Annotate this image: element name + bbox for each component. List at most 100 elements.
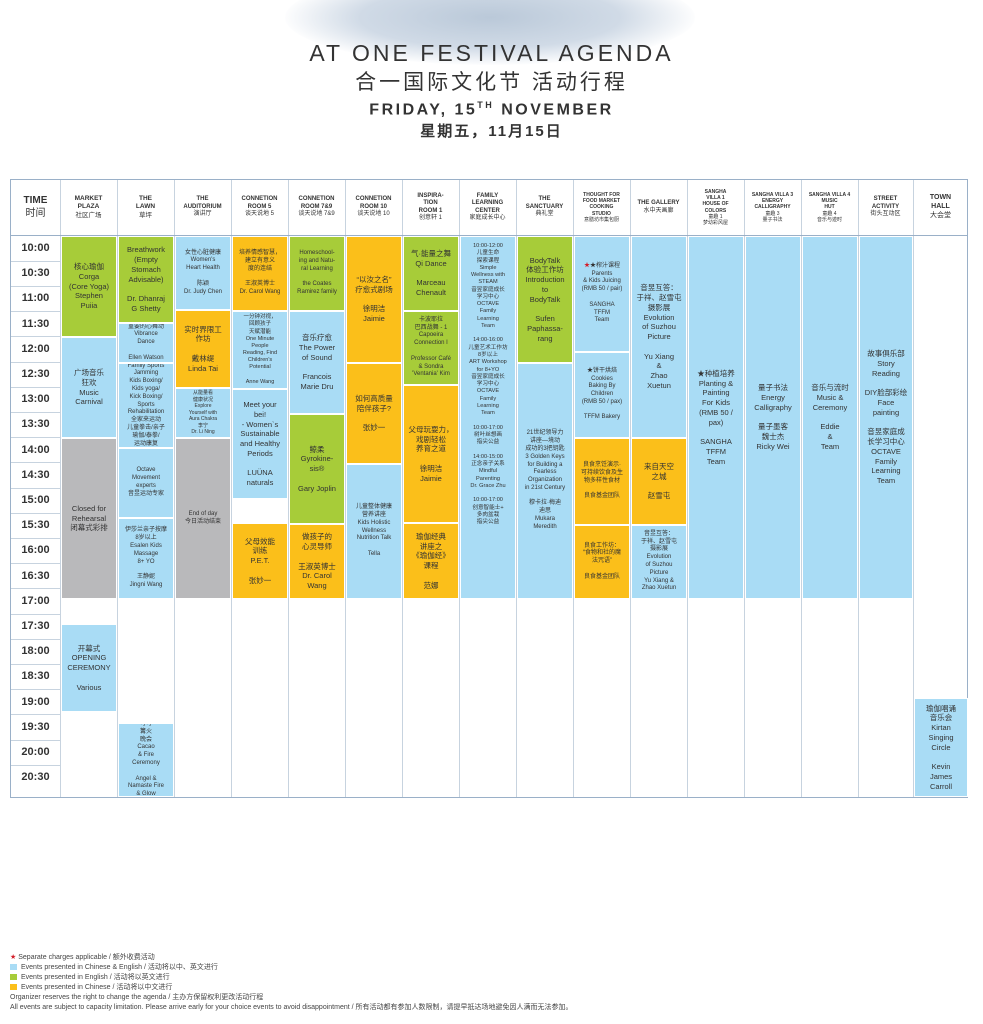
event-suzhou-picture-2[interactable]: 音昱互答： 于祥、赵雪屯 摄影展 Evolution of Suzhou Pic… [631,525,687,599]
event-quality-companionship[interactable]: 如何高质量 陪伴孩子? 张妙一 [346,363,402,464]
event-linda-tai[interactable]: 实时界限工 作坊 戴林缇 Linda Tai [175,310,231,388]
event-bodytalk[interactable]: BodyTalk 体验工作坊 Introduction to BodyTalk … [517,236,573,363]
event-heart-mentor[interactable]: 做孩子的 心灵导师 王淑英博士 Dr. Carol Wang [289,524,345,599]
time-label: 14:00 [21,444,50,456]
column-header-gallery: THE GALLERY 水中天画廊 [637,200,680,214]
time-label: 13:30 [21,418,50,430]
time-column-header: TIME 时间 [11,180,60,235]
organizer-note: Organizer reserves the right to change t… [10,994,264,1001]
event-pet-training[interactable]: 父母效能 训练 P.E.T. 张妙一 [232,523,288,599]
event-womens-heart[interactable]: 女性心脏健康 Women's Heart Health 陈颖 Dr. Judy … [175,236,231,310]
event-cookies-baking[interactable]: ★饼干烘焙 Cookies Baking By Children (RMB 50… [574,352,630,438]
event-gyrokinesis[interactable]: 鲸柔 Gyrokine- sis® Gary Joplin [289,414,345,524]
event-music-ceremony[interactable]: 音乐与流时 Music & Ceremony Eddie & Team [802,236,858,599]
star-icon: ★ [10,954,19,961]
time-label: 17:30 [21,620,50,632]
event-kids-massage[interactable]: 伊莎兰亲子按摩 8岁以上 Esalen Kids Massage 8+ YO 王… [118,518,174,599]
event-opening-ceremony[interactable]: 开幕式 OPENING CEREMONY Various [61,624,117,712]
time-label: 12:30 [21,368,50,380]
time-label: 13:00 [21,393,50,405]
event-family-learning[interactable]: 10:00-12:00 儿童生命 探索课程 Simple Wellness wi… [460,236,516,599]
event-energy-calligraphy[interactable]: 量子书法 Energy Calligraphy 量子墨客 魏士杰 Ricky W… [745,236,801,599]
event-corga[interactable]: 核心瑜伽 Corga (Core Yoga) Stephen Puiia [61,236,117,337]
event-kirtan[interactable]: 瑜伽唱诵 音乐会 Kirtan Singing Circle Kevin Jam… [914,698,968,797]
time-label: 14:30 [21,469,50,481]
event-planting-painting[interactable]: ★种植培养 Planting & Painting For Kids (RMB … [688,236,744,599]
event-emotional-wisdom[interactable]: 培养情感智慧， 建立有意义 度的连结 王淑英博士 Dr. Carol Wang [232,236,288,311]
column-header-villa-1: SANGHA VILLA 1 HOUSE OF COLORS 童趣 1 梦幼彩风屋 [702,188,729,226]
event-cacao-fire[interactable]: 可可 篝火 晚会 Cacao & Fire Ceremony Angel & N… [118,723,174,797]
page-title-en: AT ONE FESTIVAL AGENDA [309,40,674,66]
event-parents-play[interactable]: 父母玩耍力， 戏剧轻松 养育之道 徐明洁 Jaimie [403,385,459,523]
time-label: 15:00 [21,494,50,506]
event-parents-kids-juicing[interactable]: ★★榨汁课程 Parents & Kids Juicing (RMB 50 / … [574,236,630,352]
event-vibrance-dance[interactable]: 重要的心舞动 Vibrance Dance Ellen Watson [118,323,174,363]
event-drama-therapy[interactable]: “以汝之名” 疗愈式剧场 徐明洁 Jaimie [346,236,402,363]
event-golden-keys[interactable]: 21世纪领导力 讲座—境动 成功的3把钥匙 3 Golden Keys for … [517,363,573,599]
agenda-grid: TIME 时间 MARKET PLAZA 社区广场 THE LAWN 草坪 THE … [10,179,968,798]
capacity-note: All events are subject to capacity limit… [10,1004,573,1011]
event-one-minute-reading[interactable]: 一分钟对视， 回顾孩子 天赋潜能 One Minute People Readi… [232,311,288,389]
column-header-room-10: CONNETION ROOM 10 谈天说地 10 [355,196,392,218]
column-header-inspiration-room: INSPIRA- TION ROOM 1 创意轩 1 [417,192,444,222]
time-label: 20:30 [21,771,50,783]
page-title-zh: 合一国际文化节 活动行程 [355,71,628,94]
time-label: 10:30 [21,267,50,279]
column-header-food-studio: THOUGHT FOR FOOD MARKET COOKING STUDIO 意膳… [582,191,621,223]
date-zh: 星期五，11月15日 [420,123,563,140]
time-label: 12:00 [21,343,50,355]
column-header-market-plaza: MARKET PLAZA 社区广场 [74,195,103,219]
column-header-villa-3: SANGHA VILLA 3 ENERGY CALLIGRAPHY 童趣 3 量子… [751,191,794,223]
time-label: 20:00 [21,746,50,758]
time-label: 18:00 [21,645,50,657]
legend-separate-charges: ★ Separate charges applicable / 额外收费活动 [10,954,155,961]
event-sky-city[interactable]: 来自天空 之城 赵雪屯 [631,438,687,525]
legend-chinese-english: Events presented in Chinese & English / … [10,962,218,972]
event-meet-your-beil[interactable]: Meet your bei! - Women`s Sustainable and… [232,389,288,499]
event-yoga-sutra[interactable]: 瑜伽经典 讲座之 《瑜伽经》 课程 范娜 [403,523,459,599]
time-label: 19:30 [21,721,50,733]
blue-swatch-icon [10,964,17,971]
time-label: 11:30 [21,318,50,330]
yellow-swatch-icon [10,984,17,991]
column-header-lawn: THE LAWN 草坪 [135,195,156,219]
column-header-sanctuary: THE SANCTUARY 典礼堂 [525,196,564,218]
column-header-room-5: CONNETION ROOM 5 谈天说地 5 [241,196,278,218]
event-capoeira[interactable]: 卡波耶拉 巴西战舞 - 1 Capoeira Connection I Prof… [403,311,459,385]
time-header-zh: 时间 [25,207,46,219]
event-breathwork[interactable]: Breathwork (Empty Stomach Advisable) Dr.… [118,236,174,323]
event-octave-movement[interactable]: Octave Movement experts 音昱运动专家 [118,448,174,518]
event-family-sports[interactable]: Family Sports Jamming Kids Boxing/ Kids … [118,363,174,448]
event-homeschooling[interactable]: Homeschool- ing and Natu- ral Learning t… [289,236,345,311]
time-label: 17:00 [21,595,50,607]
event-end-of-day: End of day 今日活动结束 [175,438,231,599]
event-closed-rehearsal: Closed for Rehearsal 闭幕式彩排 [61,438,117,599]
time-header-en: TIME [23,195,48,206]
event-good-food-workshop[interactable]: 良食工作坊： “食物和社的魔 法咒语” 良食基金团队 [574,525,630,599]
time-label: 11:00 [21,292,50,304]
event-good-food-demo[interactable]: 良食烹饪演示· 可持续饮食及生 物多样性食材 良食基金团队 [574,438,630,525]
event-aura-chakra[interactable]: 从能量看 健康状况 Explore Yourself with Aura Cha… [175,388,231,438]
event-suzhou-picture[interactable]: 音昱互答： 于祥、赵雪屯 摄影展 Evolution of Suzhou Pic… [631,236,687,438]
time-label: 10:00 [21,242,50,254]
time-label: 19:00 [21,696,50,708]
legend-chinese: Events presented in Chinese / 活动将以中文进行 [10,982,172,992]
time-label: 16:00 [21,544,50,556]
time-label: 15:30 [21,519,50,531]
event-power-of-sound[interactable]: 音乐疗愈 The Power of Sound Francois Marie D… [289,311,345,414]
column-header-room-7-9: CONNETION ROOM 7&9 谈天说地 7&9 [298,196,335,218]
event-qi-dance[interactable]: 气·能量之舞 Qi Dance Marceau Chenault [403,236,459,311]
event-street-activities[interactable]: 故事俱乐部 Story Reading DIY脸部彩绘 Face paintin… [859,236,913,599]
column-header-family-learning: FAMILY LEARNING CENTER 家庭成长中心 [469,192,506,222]
column-header-street-activity: STREET ACTIVITY 街头互动区 [870,196,901,218]
event-music-carnival[interactable]: 广场音乐 狂欢 Music Carnival [61,337,117,438]
legend-english: Events presented in English / 活动将以英文进行 [10,972,170,982]
event-kids-nutrition[interactable]: 儿童整体健康 营养讲座 Kids Holistic Wellness Nutri… [346,464,402,599]
column-header-villa-4: SANGHA VILLA 4 MUSIC HUT 童趣 4 音乐与迹时 [808,191,851,223]
green-swatch-icon [10,974,17,981]
date-en: FRIDAY, 15TH NOVEMBER [369,100,614,119]
time-label: 18:30 [21,670,50,682]
column-header-town-hall: TOWN HALL 大会堂 [929,194,952,219]
column-header-auditorium: THE AUDITORIUM 演讲厅 [183,196,222,218]
time-label: 16:30 [21,570,50,582]
